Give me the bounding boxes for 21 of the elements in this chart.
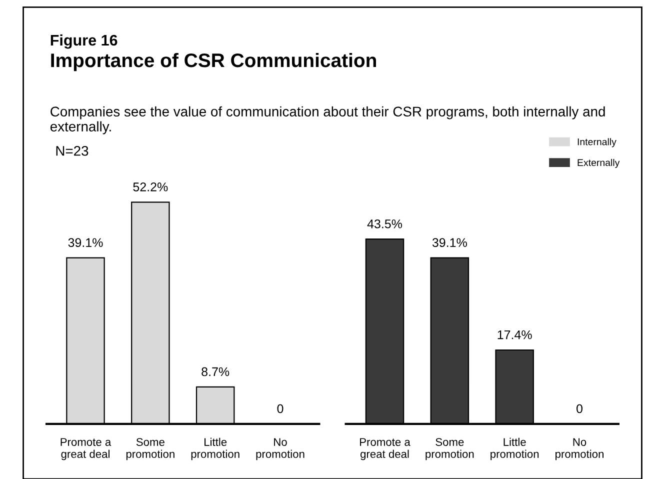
data-label: 43.5% (367, 219, 402, 228)
data-label: 52.2% (133, 182, 168, 192)
data-label: 39.1% (68, 238, 103, 248)
chart-title: Figure 16 Importance of CSR Communication (50, 34, 376, 72)
legend-label: Internally (578, 138, 616, 148)
x-tick-label: Promote a great deal (60, 438, 112, 460)
x-tick-label: Some promotion (126, 438, 174, 460)
x-tick-label: Little promotion (191, 438, 240, 460)
legend-label: Externally (578, 158, 620, 168)
chart-subtitle: Companies see the value of communication about their CSR programs, both internally and externally. (50, 106, 605, 134)
x-tick-label: Some promotion (426, 438, 474, 460)
x-tick-label: No promotion (256, 438, 304, 460)
text: N=23 (56, 146, 88, 156)
data-label: 17.4% (498, 330, 532, 340)
x-tick-label: No promotion (556, 438, 604, 460)
data-label: 0 (576, 404, 582, 414)
data-label: 8.7% (202, 367, 230, 376)
data-label: 0 (277, 404, 284, 414)
x-tick-label: Promote a great deal (360, 438, 410, 460)
data-label: 39.1% (432, 238, 467, 248)
x-tick-label: Little promotion (490, 438, 539, 460)
